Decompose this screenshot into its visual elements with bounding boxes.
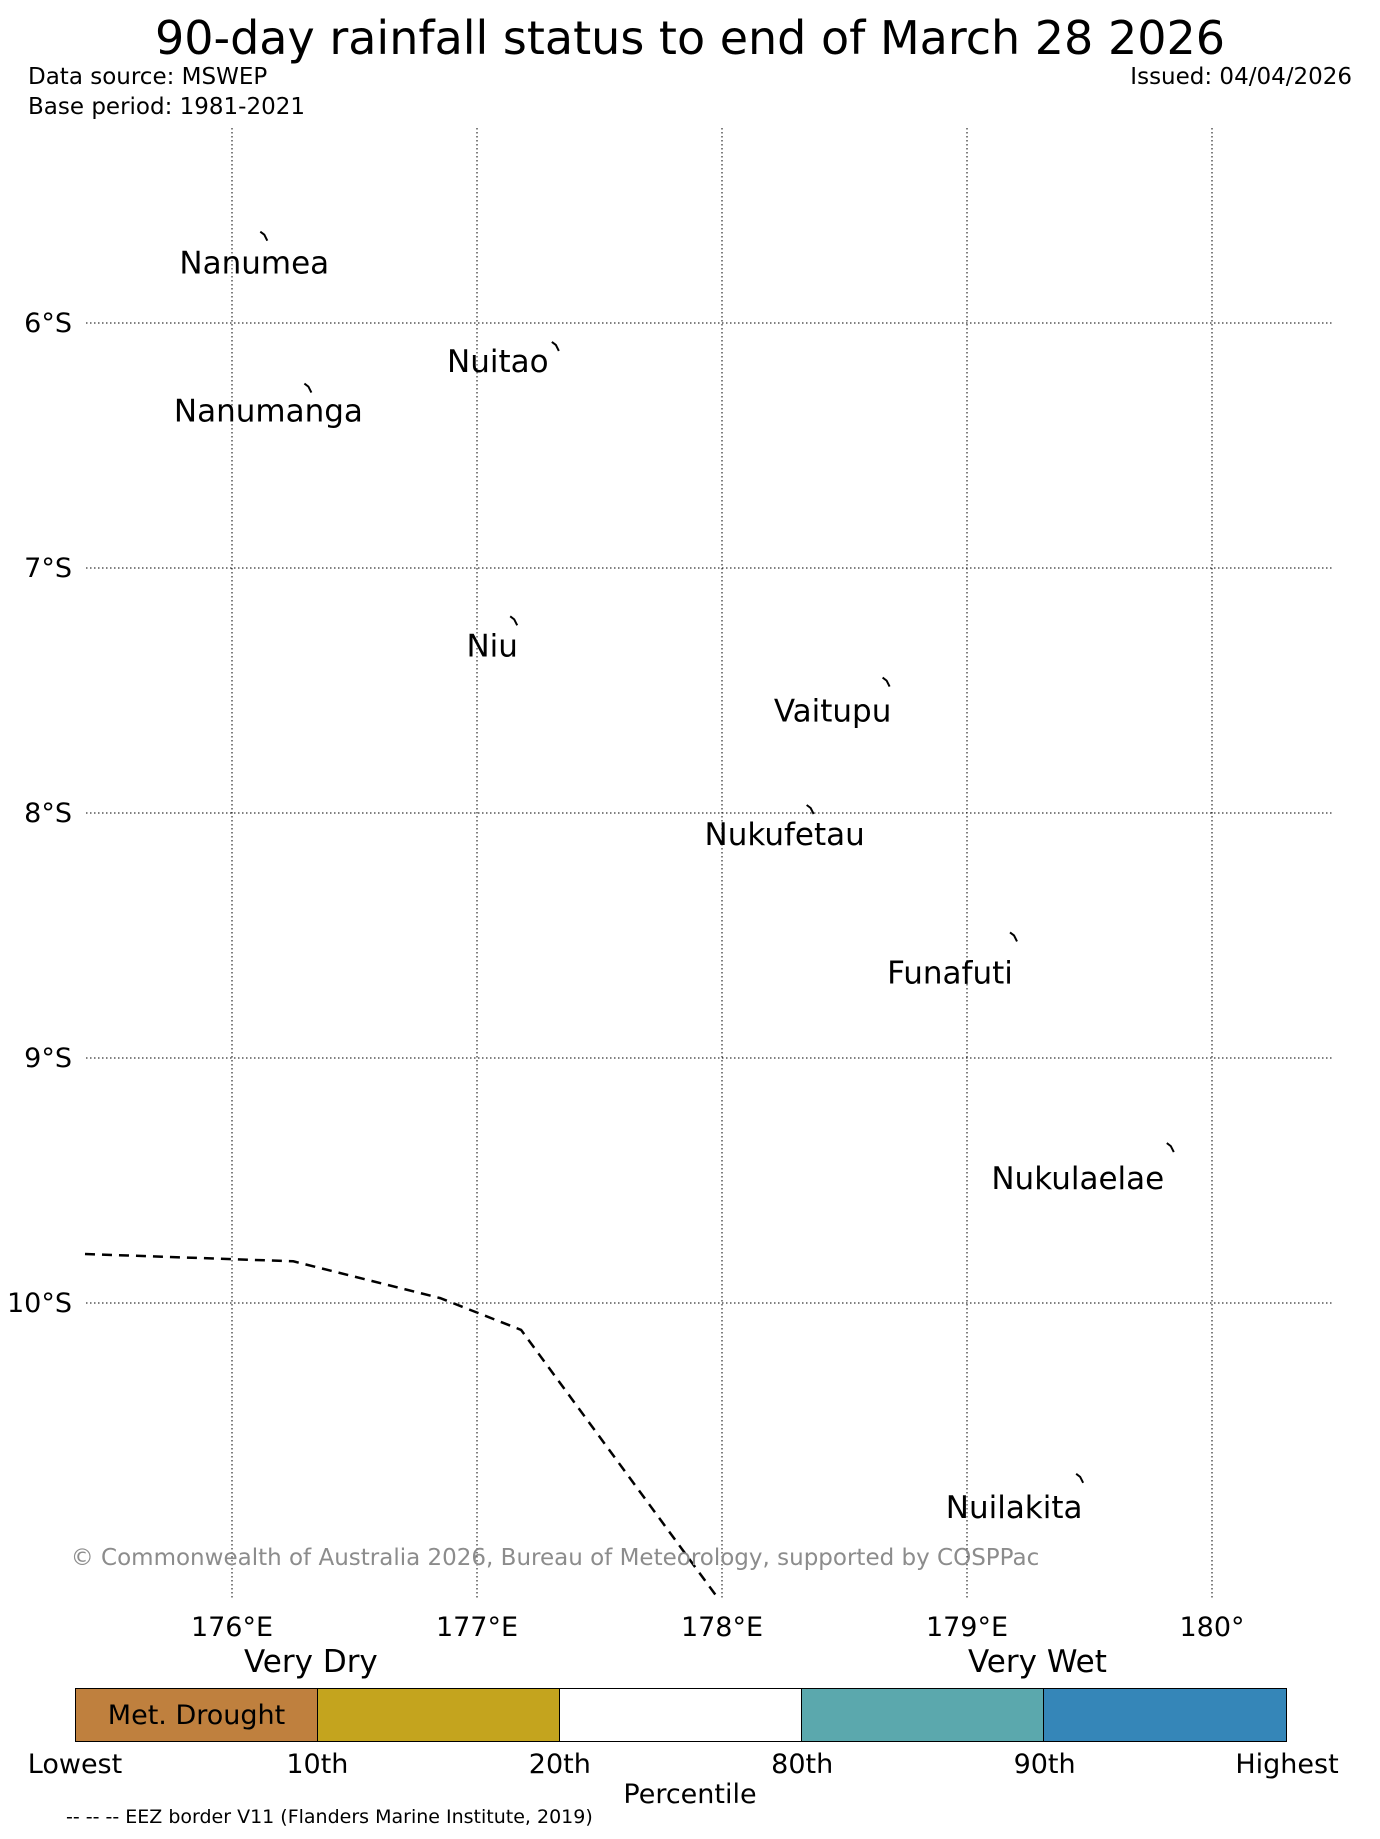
colorbar-tick-label: 10th	[286, 1749, 349, 1780]
island-outline	[882, 676, 891, 688]
island-label: Nanumanga	[174, 394, 363, 430]
island-label: Nuitao	[447, 344, 549, 380]
lat-label: 10°S	[7, 1288, 72, 1319]
copyright-notice: © Commonwealth of Australia 2026, Bureau…	[70, 1545, 1040, 1571]
lat-label: 9°S	[24, 1043, 72, 1074]
colorbar-tick-label: Lowest	[27, 1749, 123, 1780]
island-label: Vaitupu	[774, 694, 892, 730]
island-outline	[509, 615, 519, 626]
colorbar-segment	[318, 1689, 560, 1741]
colorbar-tick-label: 80th	[771, 1749, 834, 1780]
island-outline	[303, 382, 313, 394]
island-label: Funafuti	[887, 955, 1013, 991]
eez-border-line	[84, 1252, 719, 1598]
colorbar-segment	[1044, 1689, 1286, 1741]
map-title: 90-day rainfall status to end of March 2…	[154, 11, 1226, 65]
issued-date-label: Issued: 04/04/2026	[1130, 64, 1352, 90]
island-outline	[1166, 1142, 1175, 1153]
colorbar-tick-label: 20th	[528, 1749, 591, 1780]
data-source-label: Data source: MSWEP	[28, 64, 268, 90]
island-label: Nukulaelae	[991, 1161, 1164, 1197]
lat-label: 7°S	[24, 553, 72, 584]
map-plot: 6°S 7°S 8°S 9°S 10°S 176°E 177°E 178°E 179°E 180…	[7, 128, 1334, 1640]
island-outline	[551, 341, 560, 352]
island-label: Niu	[466, 628, 517, 664]
island-outline	[1075, 1473, 1085, 1484]
latitude-labels: 6°S 7°S 8°S 9°S 10°S	[7, 308, 72, 1319]
island-outline	[806, 804, 815, 815]
colorbar-tick-label: 90th	[1013, 1749, 1076, 1780]
lon-label: 178°E	[681, 1612, 763, 1640]
eez-border-note: -- -- -- EEZ border V11 (Flanders Marine…	[66, 1806, 593, 1828]
very-dry-label: Very Dry	[244, 1644, 378, 1680]
colorbar-segment: Met. Drought	[76, 1689, 318, 1741]
colorbar-tick-label: Highest	[1235, 1749, 1339, 1780]
island-label: Nuilakita	[946, 1490, 1083, 1526]
colorbar-axis-label: Percentile	[623, 1779, 757, 1810]
lon-label: 180°	[1179, 1612, 1244, 1640]
colorbar-segment	[560, 1689, 802, 1741]
island-label: Nukufetau	[705, 817, 865, 853]
very-wet-label: Very Wet	[968, 1644, 1107, 1680]
lon-label: 177°E	[436, 1612, 518, 1640]
island-outline	[259, 230, 269, 242]
lat-label: 6°S	[24, 308, 72, 339]
lat-label: 8°S	[24, 798, 72, 829]
colorbar-segment	[802, 1689, 1044, 1741]
met-drought-label: Met. Drought	[107, 1699, 286, 1731]
island-outline	[1009, 931, 1018, 942]
lon-label: 176°E	[191, 1612, 273, 1640]
island-markers: Nanumea Nuitao Nanumanga Niu Vaitupu Nukufeta…	[174, 230, 1175, 1526]
graticule	[86, 128, 1334, 1598]
percentile-colorbar: Met. Drought	[75, 1688, 1287, 1742]
lon-label: 179°E	[926, 1612, 1008, 1640]
island-label: Nanumea	[179, 246, 329, 282]
base-period-label: Base period: 1981-2021	[28, 94, 306, 120]
longitude-labels: 176°E 177°E 178°E 179°E 180°	[191, 1612, 1245, 1640]
